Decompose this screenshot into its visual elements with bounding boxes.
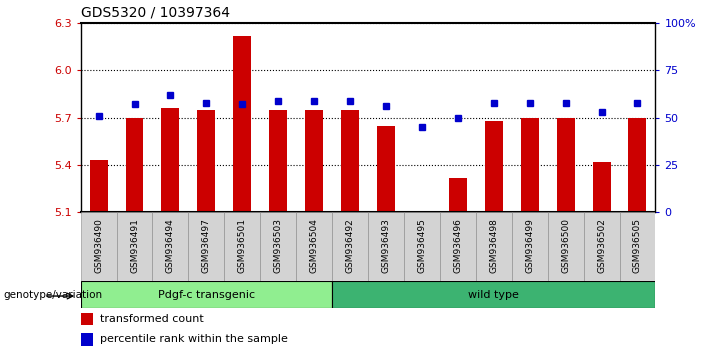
Bar bbox=[116, 212, 153, 281]
Bar bbox=[341, 110, 359, 212]
Bar bbox=[81, 212, 116, 281]
Text: GSM936497: GSM936497 bbox=[202, 218, 211, 273]
Bar bbox=[557, 118, 575, 212]
Text: GSM936500: GSM936500 bbox=[561, 218, 570, 273]
Bar bbox=[404, 212, 440, 281]
Text: GSM936493: GSM936493 bbox=[381, 218, 390, 273]
Text: GSM936494: GSM936494 bbox=[166, 218, 175, 273]
Bar bbox=[547, 212, 584, 281]
Bar bbox=[189, 212, 224, 281]
Bar bbox=[161, 108, 179, 212]
Bar bbox=[629, 118, 646, 212]
Bar bbox=[81, 313, 93, 325]
Text: Pdgf-c transgenic: Pdgf-c transgenic bbox=[158, 290, 255, 300]
Bar bbox=[332, 212, 368, 281]
Text: GSM936499: GSM936499 bbox=[525, 218, 534, 273]
Bar bbox=[153, 212, 189, 281]
Bar bbox=[81, 281, 332, 308]
Bar bbox=[440, 212, 476, 281]
Bar bbox=[521, 118, 538, 212]
Bar bbox=[620, 212, 655, 281]
Bar bbox=[90, 160, 107, 212]
Bar bbox=[297, 212, 332, 281]
Bar bbox=[476, 212, 512, 281]
Bar bbox=[332, 281, 655, 308]
Bar bbox=[584, 212, 620, 281]
Text: transformed count: transformed count bbox=[100, 314, 203, 324]
Text: GSM936505: GSM936505 bbox=[633, 218, 642, 273]
Bar bbox=[512, 212, 547, 281]
Bar bbox=[233, 36, 251, 212]
Bar bbox=[198, 110, 215, 212]
Bar bbox=[125, 118, 144, 212]
Text: GSM936490: GSM936490 bbox=[94, 218, 103, 273]
Bar bbox=[592, 162, 611, 212]
Text: GSM936498: GSM936498 bbox=[489, 218, 498, 273]
Bar bbox=[224, 212, 260, 281]
Text: GSM936504: GSM936504 bbox=[310, 218, 319, 273]
Text: GSM936492: GSM936492 bbox=[346, 218, 355, 273]
Bar bbox=[449, 178, 467, 212]
Bar bbox=[305, 110, 323, 212]
Bar bbox=[368, 212, 404, 281]
Text: GSM936503: GSM936503 bbox=[273, 218, 283, 273]
Bar bbox=[260, 212, 297, 281]
Text: wild type: wild type bbox=[468, 290, 519, 300]
Text: GSM936491: GSM936491 bbox=[130, 218, 139, 273]
Text: GSM936495: GSM936495 bbox=[417, 218, 426, 273]
Bar bbox=[269, 110, 287, 212]
Text: genotype/variation: genotype/variation bbox=[4, 290, 102, 300]
Bar bbox=[377, 126, 395, 212]
Text: percentile rank within the sample: percentile rank within the sample bbox=[100, 334, 287, 344]
Text: GSM936502: GSM936502 bbox=[597, 218, 606, 273]
Bar bbox=[81, 333, 93, 346]
Text: GSM936496: GSM936496 bbox=[454, 218, 463, 273]
Text: GDS5320 / 10397364: GDS5320 / 10397364 bbox=[81, 5, 230, 19]
Bar bbox=[485, 121, 503, 212]
Text: GSM936501: GSM936501 bbox=[238, 218, 247, 273]
